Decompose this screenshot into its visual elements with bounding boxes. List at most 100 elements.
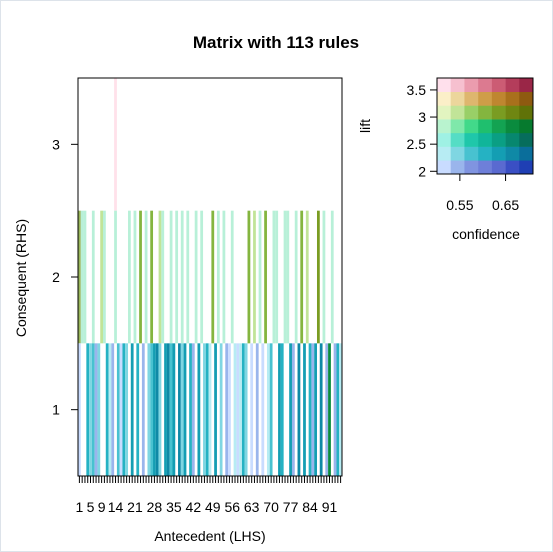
- heatmap-cell: [114, 210, 117, 344]
- x-tick-label: 14: [108, 499, 124, 515]
- legend-cell: [478, 132, 493, 147]
- heatmap-cell: [316, 210, 320, 344]
- legend-cell: [491, 105, 506, 120]
- legend-cell: [464, 78, 479, 93]
- x-tick-label: 35: [166, 499, 182, 515]
- heatmap-cell: [250, 343, 254, 476]
- legend-y-axis: 2 2.5 3 3.5: [407, 82, 437, 179]
- legend-cell: [478, 91, 493, 106]
- legend-cell: [478, 78, 493, 93]
- legend-cell: [450, 160, 465, 175]
- heatmap-cell: [103, 210, 106, 344]
- heatmap-cell: [94, 343, 98, 476]
- heatmap-cell: [108, 343, 112, 476]
- legend-cell: [450, 78, 465, 93]
- x-tick-label: 42: [186, 499, 202, 515]
- legend-cell: [437, 119, 452, 134]
- y-axis: 1 2 3: [52, 136, 78, 418]
- legend-cell: [464, 160, 479, 175]
- legend-color-grid: [437, 78, 534, 175]
- heatmap-cell: [133, 210, 137, 344]
- heatmap-cell: [97, 343, 101, 476]
- heatmap-cell: [211, 210, 215, 344]
- heatmap-cell: [311, 343, 315, 476]
- heatmap-cell: [114, 78, 117, 211]
- heatmap-cell: [155, 343, 159, 476]
- heatmap-cell: [175, 210, 179, 344]
- legend-cell: [505, 132, 520, 147]
- heatmap-cell: [230, 210, 234, 344]
- heatmap-cell: [78, 210, 81, 344]
- heatmap-cell: [172, 343, 176, 476]
- x-axis-label: Antecedent (LHS): [154, 528, 265, 544]
- legend-cell: [464, 146, 479, 161]
- legend-cell: [519, 146, 534, 161]
- heatmap-cell: [169, 343, 173, 476]
- heatmap-cell: [236, 343, 240, 476]
- legend-cell: [519, 105, 534, 120]
- legend-cell: [505, 78, 520, 93]
- legend-cell: [491, 146, 506, 161]
- heatmap-cell: [261, 343, 265, 476]
- heatmap-cell: [239, 343, 242, 476]
- heatmap-cell: [141, 343, 145, 476]
- heatmap-cell: [286, 210, 290, 344]
- y-axis-label: Consequent (RHS): [13, 219, 29, 337]
- heatmap-cell: [247, 210, 251, 344]
- heatmap-cell: [205, 343, 209, 476]
- heatmap-cell: [136, 343, 140, 476]
- heatmap-cell: [264, 210, 267, 344]
- heatmap-cell: [139, 210, 142, 344]
- heatmap-cell: [208, 343, 212, 476]
- heatmap-cell: [328, 343, 331, 476]
- legend-cell: [478, 146, 493, 161]
- legend-y-tick-label: 2: [418, 163, 426, 179]
- heatmap-cell: [283, 210, 287, 344]
- x-tick-label: 63: [244, 499, 260, 515]
- heatmap-cell: [194, 210, 198, 344]
- heatmap-cell: [294, 210, 298, 344]
- heatmap-cell: [289, 343, 292, 476]
- legend-y-tick-label: 3.5: [407, 82, 427, 98]
- heatmap-cell: [122, 343, 126, 476]
- heatmap-cell: [241, 343, 245, 476]
- y-tick-label: 2: [52, 269, 60, 285]
- heatmap-cell: [233, 343, 237, 476]
- heatmap-cell: [150, 210, 154, 344]
- legend-cell: [491, 91, 506, 106]
- legend-cell: [505, 105, 520, 120]
- x-tick-label: 56: [224, 499, 240, 515]
- heatmap-cell: [253, 210, 256, 344]
- legend-y-label: lift: [357, 119, 373, 133]
- x-tick-label: 49: [205, 499, 221, 515]
- heatmap-cell: [130, 343, 134, 476]
- legend-cell: [450, 132, 465, 147]
- heatmap-cell: [269, 343, 273, 476]
- legend-x-tick-label: 0.55: [446, 197, 473, 213]
- heatmap-cell: [186, 210, 190, 344]
- heatmap-cell: [178, 343, 181, 476]
- heatmap-cell: [183, 343, 187, 476]
- legend-cell: [437, 91, 452, 106]
- heatmap-cell: [158, 210, 162, 344]
- heatmap-cells: [78, 78, 342, 476]
- legend-cell: [505, 160, 520, 175]
- heatmap-cell: [150, 343, 154, 476]
- heatmap-cell: [191, 343, 195, 476]
- color-legend: 0.55 0.65 2 2.5 3 3.5 confidence lift: [357, 77, 534, 242]
- legend-cell: [464, 105, 479, 120]
- x-tick-label: 70: [263, 499, 279, 515]
- legend-cell: [491, 119, 506, 134]
- legend-cell: [505, 146, 520, 161]
- heatmap-cell: [244, 343, 248, 476]
- legend-cell: [464, 132, 479, 147]
- legend-cell: [437, 78, 452, 93]
- legend-cell: [437, 146, 452, 161]
- heatmap-cell: [197, 343, 201, 476]
- heatmap-cell: [308, 343, 312, 476]
- legend-cell: [478, 119, 493, 134]
- y-tick-label: 3: [52, 136, 60, 152]
- heatmap-cell: [180, 343, 184, 476]
- legend-cell: [505, 119, 520, 134]
